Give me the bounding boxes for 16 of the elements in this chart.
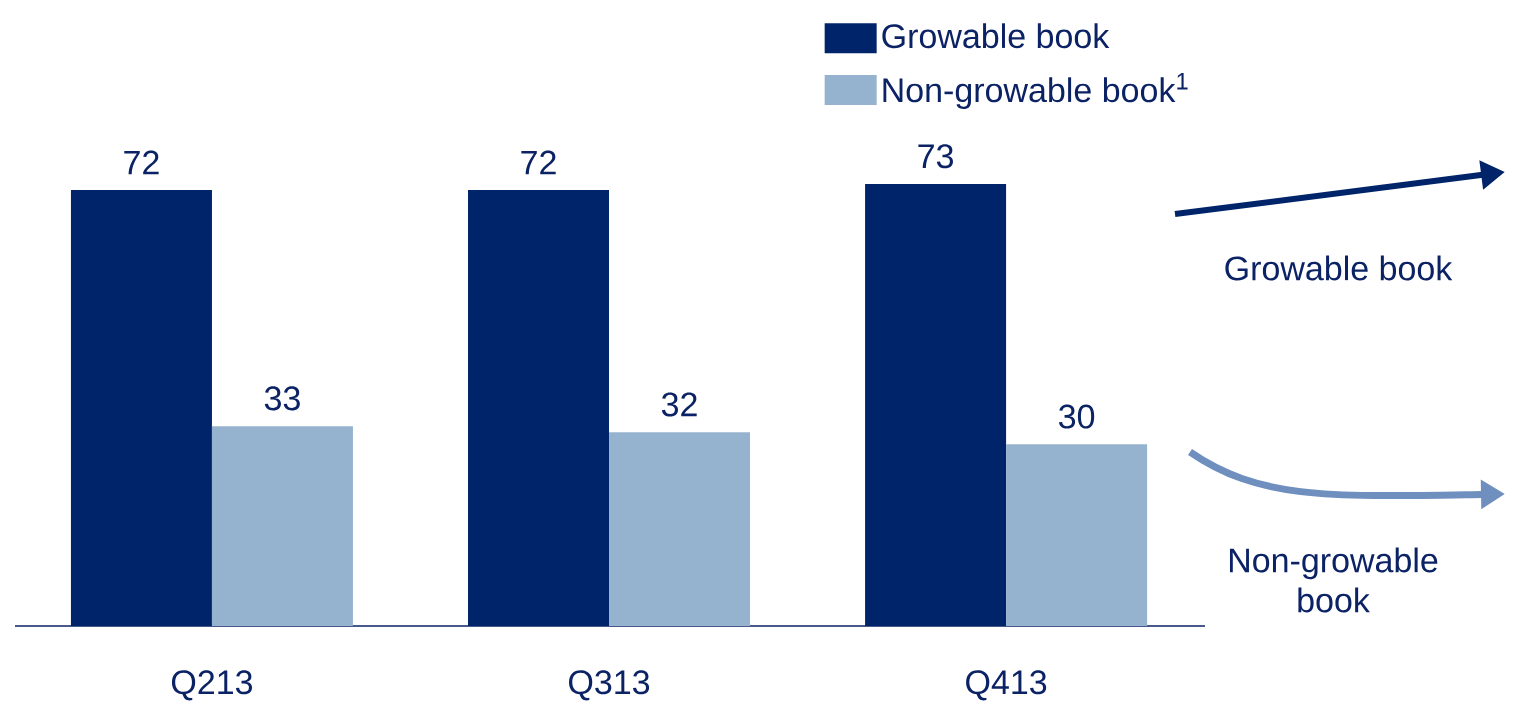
data-label: 72 bbox=[521, 150, 556, 175]
x-tick-label: Q313 bbox=[569, 670, 650, 701]
legend-label: Growable book bbox=[882, 23, 1110, 49]
data-label: 32 bbox=[661, 392, 697, 417]
text: Non-growable book bbox=[1229, 547, 1438, 613]
x-tick-label: Q413 bbox=[966, 670, 1047, 701]
bar bbox=[211, 426, 353, 626]
bar bbox=[1006, 444, 1148, 626]
data-label: 73 bbox=[918, 144, 953, 169]
legend-label: Non-growable book$^{1}$ bbox=[883, 73, 1188, 109]
data-label: 72 bbox=[124, 150, 159, 175]
text: Growable book bbox=[1225, 255, 1453, 281]
data-label: 30 bbox=[1058, 404, 1095, 429]
x-tick-label: Q213 bbox=[171, 670, 253, 701]
data-label: 33 bbox=[264, 386, 300, 411]
bar bbox=[609, 432, 751, 626]
